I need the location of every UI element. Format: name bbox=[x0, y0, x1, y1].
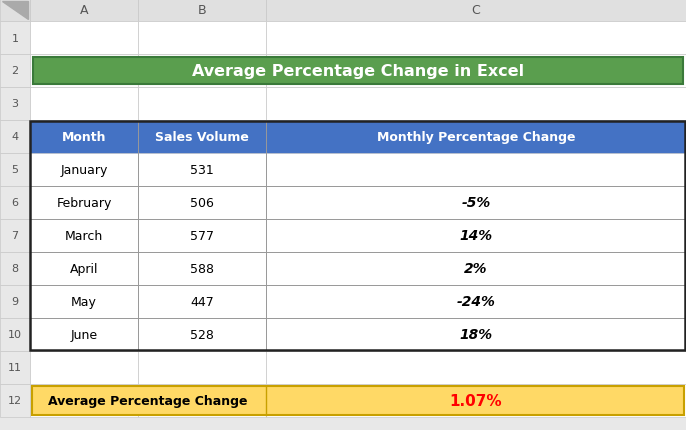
Bar bbox=[266, 219, 686, 252]
Text: 5: 5 bbox=[12, 165, 19, 175]
Bar bbox=[0, 219, 30, 252]
Bar bbox=[30, 252, 138, 286]
Bar bbox=[139, 122, 266, 153]
Bar bbox=[138, 121, 266, 154]
Text: 531: 531 bbox=[190, 164, 214, 177]
Text: Month: Month bbox=[62, 131, 106, 144]
Bar bbox=[32, 386, 684, 415]
Bar bbox=[138, 88, 266, 121]
Bar bbox=[30, 187, 138, 219]
Bar bbox=[30, 121, 138, 154]
Bar bbox=[0, 187, 30, 219]
Bar bbox=[30, 55, 138, 88]
Bar bbox=[138, 187, 266, 219]
Bar bbox=[266, 252, 686, 286]
Bar bbox=[138, 318, 266, 351]
Text: 18%: 18% bbox=[460, 328, 493, 342]
Text: Average Percentage Change: Average Percentage Change bbox=[48, 394, 248, 407]
Text: 2: 2 bbox=[12, 66, 19, 76]
Text: 447: 447 bbox=[190, 295, 214, 308]
Bar bbox=[0, 88, 30, 121]
Bar bbox=[30, 88, 138, 121]
Bar bbox=[0, 22, 30, 55]
Bar bbox=[0, 121, 30, 154]
Bar bbox=[30, 0, 138, 22]
Text: 9: 9 bbox=[12, 297, 19, 307]
Bar bbox=[267, 122, 686, 153]
Bar bbox=[33, 58, 683, 85]
Text: January: January bbox=[60, 164, 108, 177]
Bar bbox=[0, 351, 30, 384]
Bar bbox=[0, 286, 30, 318]
Text: April: April bbox=[70, 262, 98, 275]
Text: -5%: -5% bbox=[462, 196, 490, 210]
Text: 10: 10 bbox=[8, 330, 22, 340]
Text: 4: 4 bbox=[12, 132, 19, 142]
Bar bbox=[138, 384, 266, 417]
Bar bbox=[266, 88, 686, 121]
Bar bbox=[31, 122, 138, 153]
Text: 8: 8 bbox=[12, 264, 19, 274]
Bar bbox=[138, 351, 266, 384]
Text: A: A bbox=[80, 4, 88, 18]
Bar bbox=[30, 318, 138, 351]
Bar bbox=[30, 351, 138, 384]
Bar bbox=[0, 0, 30, 22]
Bar bbox=[138, 219, 266, 252]
Bar bbox=[0, 55, 30, 88]
Bar bbox=[266, 318, 686, 351]
Text: 577: 577 bbox=[190, 230, 214, 243]
Bar bbox=[138, 286, 266, 318]
Text: 3: 3 bbox=[12, 99, 19, 109]
Bar bbox=[30, 286, 138, 318]
Polygon shape bbox=[2, 2, 28, 20]
Text: 2%: 2% bbox=[464, 262, 488, 276]
Text: C: C bbox=[472, 4, 480, 18]
Text: 506: 506 bbox=[190, 197, 214, 209]
Bar bbox=[266, 187, 686, 219]
Bar bbox=[138, 154, 266, 187]
Text: Sales Volume: Sales Volume bbox=[155, 131, 249, 144]
Bar bbox=[266, 0, 686, 22]
Text: B: B bbox=[198, 4, 206, 18]
Bar bbox=[0, 318, 30, 351]
Text: 528: 528 bbox=[190, 328, 214, 341]
Text: 11: 11 bbox=[8, 362, 22, 373]
Text: June: June bbox=[71, 328, 97, 341]
Bar bbox=[266, 384, 686, 417]
Bar bbox=[266, 121, 686, 154]
Text: May: May bbox=[71, 295, 97, 308]
Text: 1.07%: 1.07% bbox=[450, 393, 502, 408]
Bar bbox=[266, 22, 686, 55]
Bar bbox=[138, 0, 266, 22]
Bar bbox=[30, 22, 138, 55]
Bar bbox=[30, 219, 138, 252]
Text: 7: 7 bbox=[12, 231, 19, 241]
Bar bbox=[0, 252, 30, 286]
Bar bbox=[30, 122, 685, 350]
Bar bbox=[138, 252, 266, 286]
Text: Average Percentage Change in Excel: Average Percentage Change in Excel bbox=[192, 64, 524, 79]
Bar bbox=[0, 384, 30, 417]
Bar bbox=[138, 55, 266, 88]
Bar bbox=[0, 154, 30, 187]
Bar bbox=[266, 286, 686, 318]
Text: 14%: 14% bbox=[460, 229, 493, 243]
Text: 588: 588 bbox=[190, 262, 214, 275]
Bar bbox=[30, 384, 138, 417]
Bar bbox=[30, 154, 138, 187]
Bar bbox=[138, 22, 266, 55]
Bar bbox=[266, 154, 686, 187]
Text: 1: 1 bbox=[12, 34, 19, 43]
Bar bbox=[266, 351, 686, 384]
Text: February: February bbox=[56, 197, 112, 209]
Text: -24%: -24% bbox=[457, 295, 495, 309]
Text: Monthly Percentage Change: Monthly Percentage Change bbox=[377, 131, 576, 144]
Text: 6: 6 bbox=[12, 198, 19, 208]
Text: March: March bbox=[65, 230, 103, 243]
Bar bbox=[266, 55, 686, 88]
Text: 12: 12 bbox=[8, 396, 22, 405]
